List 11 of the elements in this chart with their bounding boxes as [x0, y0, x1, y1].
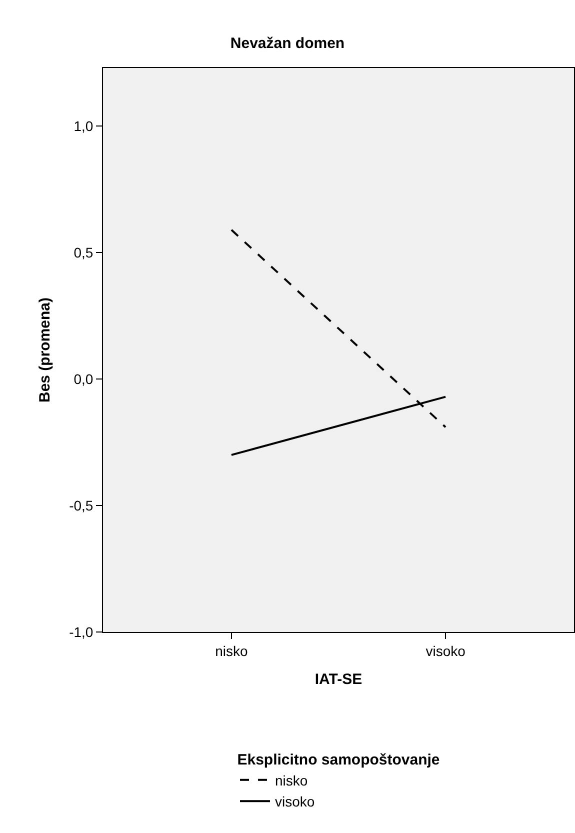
y-tick-label: 0,5 — [74, 244, 94, 261]
y-tick-label: 0,0 — [74, 370, 94, 387]
legend-label: nisko — [275, 772, 308, 788]
x-axis-title: IAT-SE — [314, 670, 362, 688]
legend-label: visoko — [275, 794, 315, 810]
y-axis-title: Bes (promena) — [36, 297, 54, 403]
chart-title: Nevažan domen — [230, 34, 345, 52]
y-tick-label: 1,0 — [74, 118, 94, 134]
legend-title: Eksplicitno samopoštovanje — [237, 751, 440, 768]
y-tick-label: -0,5 — [69, 497, 94, 514]
y-tick-label: -1,0 — [69, 624, 94, 640]
